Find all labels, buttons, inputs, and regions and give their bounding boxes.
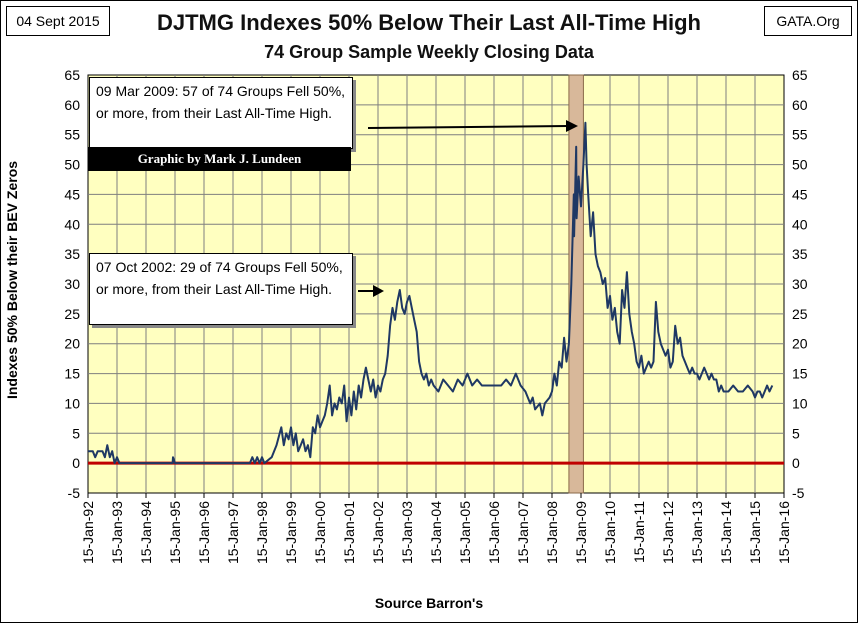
x-tick-label: 15-Jan-97: [225, 501, 241, 564]
y-tick-label-left: 30: [64, 276, 80, 292]
x-tick-label: 15-Jan-99: [283, 501, 299, 564]
x-tick-label: 15-Jan-15: [747, 501, 763, 564]
y-tick-label-left: 65: [64, 67, 80, 83]
y-tick-label-right: 40: [792, 216, 808, 232]
y-tick-label-right: 20: [792, 336, 808, 352]
y-tick-label-left: -5: [68, 485, 81, 501]
x-tick-label: 15-Jan-01: [341, 501, 357, 564]
x-tick-label: 15-Jan-94: [138, 501, 154, 564]
y-tick-label-right: 10: [792, 395, 808, 411]
y-tick-label-left: 20: [64, 336, 80, 352]
y-tick-label-left: 55: [64, 127, 80, 143]
x-tick-label: 15-Jan-02: [370, 501, 386, 564]
x-tick-label: 15-Jan-06: [486, 501, 502, 564]
y-tick-label-right: 15: [792, 366, 808, 382]
y-tick-label-right: 55: [792, 127, 808, 143]
y-tick-label-right: 5: [792, 425, 800, 441]
x-tick-label: 15-Jan-04: [428, 501, 444, 564]
y-tick-label-right: 35: [792, 246, 808, 262]
x-tick-label: 15-Jan-98: [254, 501, 270, 564]
y-tick-label-left: 25: [64, 306, 80, 322]
source-label: GATA.Org: [764, 6, 852, 36]
y-tick-label-right: 60: [792, 97, 808, 113]
arrow-2002: [358, 285, 384, 297]
date-label: 04 Sept 2015: [6, 6, 110, 36]
y-ticks-right: -5 0 5 10 15 20 25 30 35 40 45 50 55 60 65: [792, 67, 808, 501]
annotation-2002: 07 Oct 2002: 29 of 74 Groups Fell 50%, o…: [89, 253, 353, 325]
y-tick-label-right: 50: [792, 157, 808, 173]
series-line: [88, 121, 774, 465]
y-tick-label-left: 60: [64, 97, 80, 113]
x-tick-label: 15-Jan-16: [776, 501, 792, 564]
y-tick-label-left: 40: [64, 216, 80, 232]
y-tick-label-right: 0: [792, 455, 800, 471]
x-tick-label: 15-Jan-13: [689, 501, 705, 564]
annotation-2009: 09 Mar 2009: 57 of 74 Groups Fell 50%, o…: [89, 77, 353, 149]
x-tick-label: 15-Jan-00: [312, 501, 328, 564]
x-tick-label: 15-Jan-93: [109, 501, 125, 564]
x-tick-label: 15-Jan-05: [457, 501, 473, 564]
x-tick-label: 15-Jan-14: [718, 501, 734, 564]
y-tick-label-right: -5: [792, 485, 805, 501]
y-tick-label-left: 5: [72, 425, 80, 441]
x-tick-label: 15-Jan-03: [399, 501, 415, 564]
y-tick-label-right: 65: [792, 67, 808, 83]
y-tick-label-left: 10: [64, 395, 80, 411]
x-axis-label: Source Barron's: [374, 595, 484, 611]
x-tick-label: 15-Jan-09: [573, 501, 589, 564]
y-tick-label-right: 30: [792, 276, 808, 292]
y-tick-label-left: 0: [72, 455, 80, 471]
y-tick-label-left: 35: [64, 246, 80, 262]
y-axis-label: Indexes 50% Below their BEV Zeros: [4, 160, 20, 400]
x-tick-label: 15-Jan-11: [631, 501, 647, 563]
x-tick-label: 15-Jan-10: [602, 501, 618, 564]
credit-label: Graphic by Mark J. Lundeen: [88, 147, 351, 171]
chart-title: DJTMG Indexes 50% Below Their Last All-T…: [156, 10, 701, 35]
y-ticks-left: -5 0 5 10 15 20 25 30 35 40 45 50 55 60 65: [64, 67, 80, 501]
x-tick-label: 15-Jan-92: [80, 501, 96, 564]
x-ticks: 15-Jan-92 15-Jan-93 15-Jan-94 15-Jan-95 15-J…: [80, 493, 792, 564]
x-tick-label: 15-Jan-07: [515, 501, 531, 564]
chart-subtitle: 74 Group Sample Weekly Closing Data: [264, 42, 594, 62]
y-tick-label-right: 45: [792, 186, 808, 202]
x-tick-label: 15-Jan-95: [167, 501, 183, 564]
y-tick-label-left: 15: [64, 366, 80, 382]
y-tick-label-right: 25: [792, 306, 808, 322]
x-tick-label: 15-Jan-96: [196, 501, 212, 564]
y-tick-label-left: 45: [64, 186, 80, 202]
arrow-2009: [367, 120, 578, 132]
y-tick-label-left: 50: [64, 157, 80, 173]
x-tick-label: 15-Jan-12: [660, 501, 676, 564]
x-tick-label: 15-Jan-08: [544, 501, 560, 564]
